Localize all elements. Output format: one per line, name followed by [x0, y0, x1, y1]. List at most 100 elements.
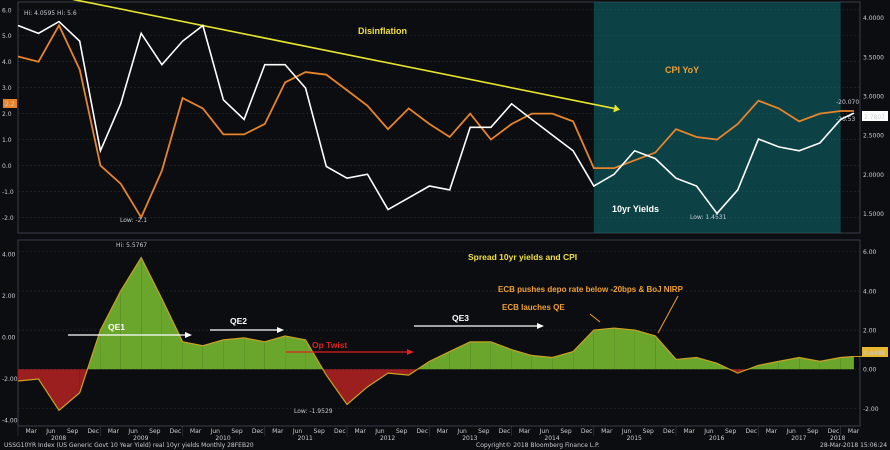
yield-low-label: Low: 1.4531	[690, 214, 727, 221]
top-left-tick-label: 4.0	[2, 59, 12, 66]
bottom-left-tick-label: 4.00	[2, 252, 16, 259]
bottom-right-tick-label: 0.00	[863, 367, 877, 374]
spread-positive-segment	[531, 355, 553, 370]
x-axis-year-label: 2011	[298, 435, 313, 442]
top-left-axis: 6.0 5.0 4.0 3.0 2.0 1.0 0.0 -1.0 -2.0	[2, 7, 14, 222]
x-axis-month-label: Jun	[374, 428, 385, 435]
top-left-tick-label: 3.0	[2, 85, 12, 92]
x-axis-month-label: Dec	[828, 428, 840, 435]
yield-last-value-tag	[862, 111, 888, 121]
x-axis-month-label: Sep	[396, 428, 408, 435]
spread-chart-title: Spread 10yr yields and CPI	[468, 252, 577, 262]
spread-negative-segment	[347, 369, 368, 405]
bottom-left-axis: 4.00 2.00 0.00 -2.00 -4.00	[2, 252, 18, 425]
10yr-yields-series-line	[17, 20, 855, 215]
cpi-last-value: 2.2	[5, 101, 15, 108]
spread-positive-segment	[490, 341, 512, 370]
spread-positive-segment	[223, 337, 245, 370]
x-axis-month-label: Jun	[703, 428, 714, 435]
qe1-label: QE1	[108, 322, 125, 332]
spread-line	[17, 256, 854, 412]
x-axis-month-label: Jun	[785, 428, 796, 435]
bottom-left-tick-label: 0.00	[2, 335, 16, 342]
spread-positive-segment	[120, 257, 142, 370]
x-axis-month-label: Sep	[149, 428, 161, 435]
qe2-label: QE2	[230, 316, 247, 326]
x-axis-year-labels: 2008 2009 2010 2011 2012 2013 2014 2015 2016 2017…	[17, 426, 845, 442]
spread-positive-segment	[634, 330, 656, 370]
x-axis-month-label: Dec	[745, 428, 757, 435]
op-twist-arrowhead	[407, 349, 414, 355]
x-axis-month-label: Sep	[314, 428, 326, 435]
top-panel-frame	[17, 1, 861, 234]
bottom-left-tick-label: 2.00	[2, 293, 16, 300]
x-axis-month-label: Jun	[127, 428, 138, 435]
x-axis-year-label: 2015	[627, 435, 642, 442]
x-axis-month-label: Jun	[210, 428, 221, 435]
spread-positive-segment	[182, 341, 203, 370]
x-axis-month-label: Dec	[581, 428, 593, 435]
x-axis-month-label: Sep	[478, 428, 490, 435]
spread-positive-segment	[819, 357, 841, 370]
cpi-low-label: Low: -2.1	[120, 217, 147, 224]
qe3-arrowhead	[537, 323, 544, 329]
top-left-tick-label: 0.0	[2, 163, 12, 170]
top-right-tick-label: 3.0000	[863, 93, 884, 100]
cpi-yoy-label: CPI YoY	[665, 65, 699, 75]
bottom-left-tick-label: -2.00	[2, 376, 18, 383]
x-axis-month-label: Dec	[170, 428, 182, 435]
spread-positive-segment	[614, 328, 635, 370]
top-high-label: Hi: 4.0595 Hi: 5.6	[24, 10, 77, 17]
x-axis-month-label: Dec	[416, 428, 428, 435]
spread-negative-segment	[367, 369, 388, 387]
x-axis-month-label: Jun	[45, 428, 56, 435]
ecb-nirp-label: ECB pushes depo rate below -20bps & BoJ …	[498, 285, 684, 294]
top-left-tick-label: 1.0	[2, 137, 12, 144]
x-axis-month-label: Sep	[560, 428, 572, 435]
spread-positive-segment	[470, 341, 491, 370]
x-axis-month-label: Jun	[621, 428, 632, 435]
x-axis-year-label: 2010	[215, 435, 230, 442]
x-axis-year-label: 2008	[51, 435, 66, 442]
top-left-tick-label: 2.0	[2, 111, 12, 118]
spread-positive-segment	[244, 337, 265, 370]
disinflation-trend-line	[72, 0, 615, 110]
x-axis-year-label: 2016	[709, 435, 724, 442]
spread-negative-segment	[18, 369, 39, 381]
x-axis-month-label: Mar	[601, 428, 613, 435]
bottom-right-axis: 6.00 4.00 2.00 0.00 -2.00	[863, 249, 879, 413]
x-axis-month-label: Mar	[272, 428, 284, 435]
bottom-right-tick-label: 6.00	[863, 249, 877, 256]
bottom-right-tick-label: 2.00	[863, 328, 877, 335]
spread-positive-segment	[100, 290, 121, 370]
top-right-tick-label: 4.0000	[863, 15, 884, 22]
spread-positive-segment	[799, 357, 820, 370]
spread-positive-segment	[449, 341, 471, 370]
x-axis-year-label: 2009	[133, 435, 148, 442]
top-right-tick-label: 2.0000	[863, 172, 884, 179]
x-axis-month-labels: Mar Jun Sep Dec Mar Jun Sep Dec Mar Jun Sep Dec Mar J…	[26, 428, 860, 435]
x-axis-month-label: Dec	[252, 428, 264, 435]
top-right-tick-label: 1.5000	[863, 211, 884, 218]
yield-right-edge-label: -20.53	[836, 116, 856, 123]
spread-positive-segment	[758, 361, 779, 370]
x-axis-month-label: Mar	[848, 428, 860, 435]
spread-positive-segment	[141, 257, 162, 370]
highlight-shaded-region	[593, 2, 841, 233]
footer-timestamp: 28-Mar-2018 15:06:24	[820, 442, 887, 449]
x-axis-month-label: Sep	[725, 428, 737, 435]
spread-negative-segment	[387, 369, 409, 376]
spread-positive-segment	[573, 330, 594, 370]
x-axis-month-label: Mar	[355, 428, 367, 435]
ecb-qe-label: ECB lauches QE	[502, 303, 565, 312]
x-axis-month-label: Mar	[190, 428, 202, 435]
x-axis-month-label: Jun	[539, 428, 550, 435]
spread-positive-segment	[840, 356, 854, 370]
spread-last-value: 0.6488	[864, 350, 885, 357]
spread-negative-segment	[326, 369, 348, 405]
x-axis-month-label: Jun	[292, 428, 303, 435]
spread-positive-segment	[676, 357, 697, 370]
spread-positive-segment	[202, 339, 224, 370]
x-axis-month-label: Dec	[334, 428, 346, 435]
